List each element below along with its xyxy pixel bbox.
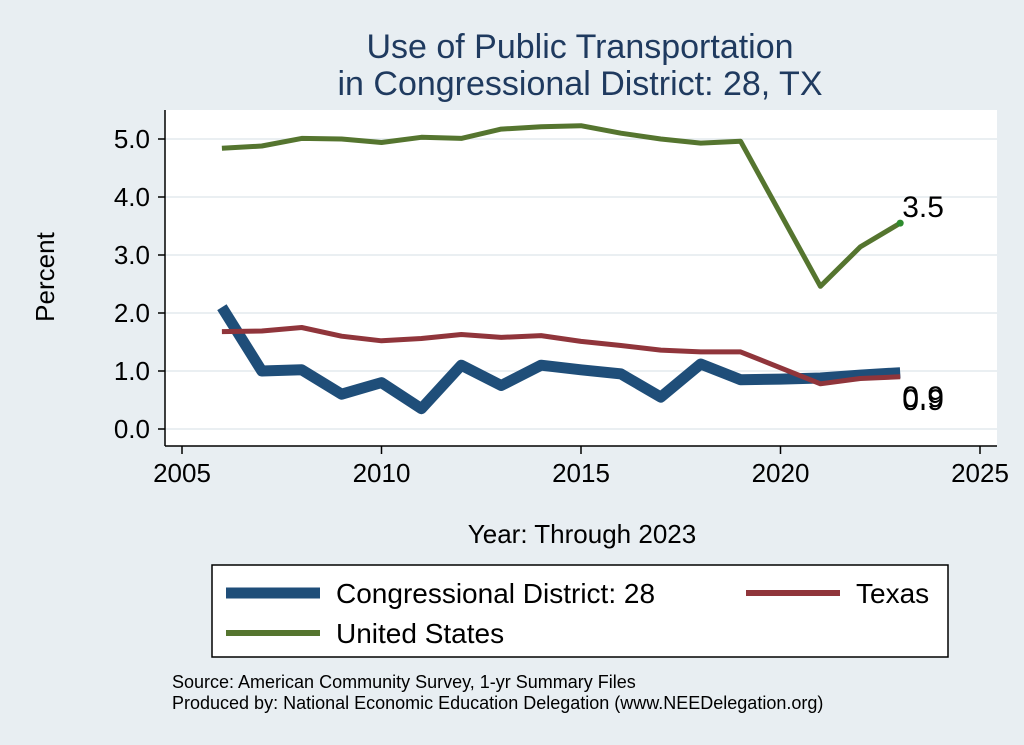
x-tick-label: 2020 bbox=[752, 458, 810, 488]
y-tick-label: 1.0 bbox=[114, 356, 150, 386]
x-tick-label: 2005 bbox=[153, 458, 211, 488]
legend: Congressional District: 28 Texas United … bbox=[211, 564, 949, 658]
chart-title-line-2: in Congressional District: 28, TX bbox=[337, 65, 822, 103]
y-tick-label: 4.0 bbox=[114, 182, 150, 212]
legend-label-congressional-district: Congressional District: 28 bbox=[336, 578, 655, 609]
x-tick-label: 2025 bbox=[951, 458, 1009, 488]
y-tick-label: 5.0 bbox=[114, 124, 150, 154]
producer-line: Produced by: National Economic Education… bbox=[172, 693, 823, 713]
plot-area bbox=[165, 110, 997, 446]
series-line-texas bbox=[221, 325, 901, 387]
x-axis-title: Year: Through 2023 bbox=[468, 519, 696, 549]
x-tick-label: 2010 bbox=[353, 458, 411, 488]
chart-title-line-1: Use of Public Transportation bbox=[366, 28, 793, 66]
end-label-congressional-district-28: 0.9 bbox=[902, 384, 944, 417]
legend-label-texas: Texas bbox=[856, 578, 929, 609]
legend-label-united-states: United States bbox=[336, 618, 504, 649]
y-tick-label: 3.0 bbox=[114, 240, 150, 270]
end-labels: 0.90.93.5 bbox=[902, 191, 944, 417]
y-axis-title: Percent bbox=[30, 231, 60, 321]
end-label-united-states: 3.5 bbox=[902, 191, 944, 224]
series-line-congressional-district-28 bbox=[217, 304, 901, 415]
legend-box bbox=[211, 564, 949, 658]
axes: 0.0 1.0 2.0 3.0 4.0 5.0 2005 2010 2015 2020 2025 bbox=[114, 110, 1009, 488]
y-tick-label: 0.0 bbox=[114, 414, 150, 444]
end-label-texas: 0.9 bbox=[902, 381, 944, 414]
source-line: Source: American Community Survey, 1-yr … bbox=[172, 672, 636, 692]
y-tick-label: 2.0 bbox=[114, 298, 150, 328]
end-marker-united-states bbox=[896, 219, 904, 227]
series-line-united-states bbox=[221, 123, 902, 289]
x-tick-label: 2015 bbox=[552, 458, 610, 488]
series-lines bbox=[217, 123, 904, 415]
